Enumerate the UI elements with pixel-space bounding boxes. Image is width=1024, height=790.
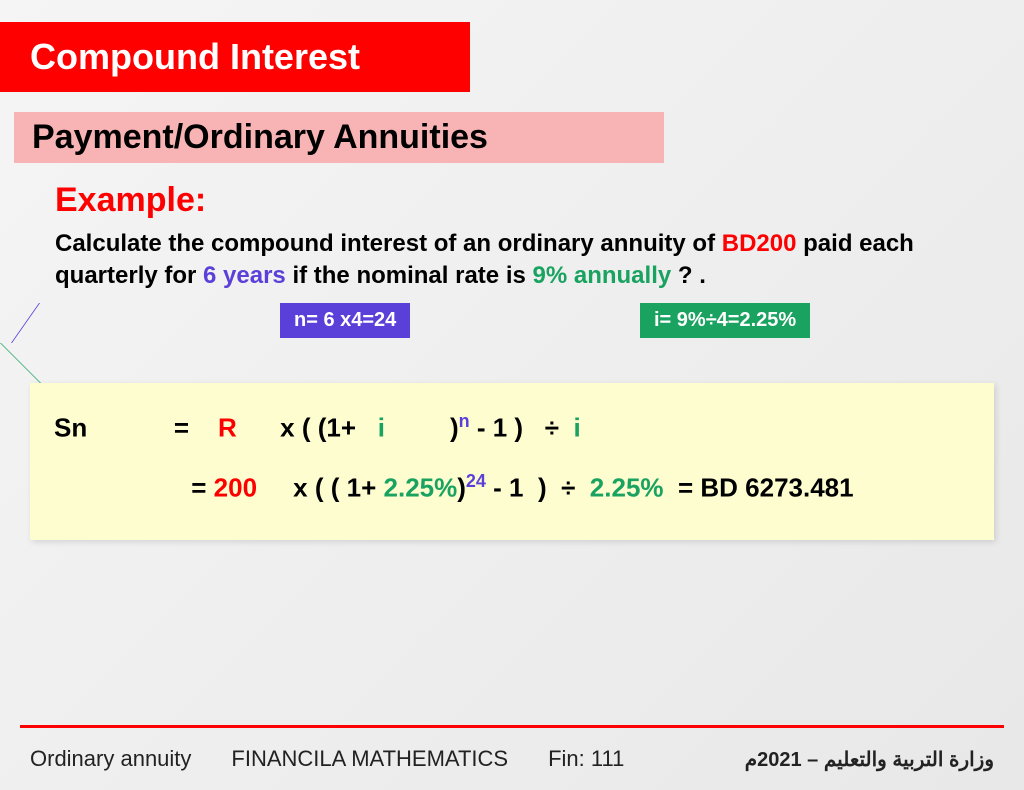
callout-i: i= 9%÷4=2.25% [640,303,810,338]
footer-divider [20,725,1004,728]
formula-line-2: = 200 x ( ( 1+ 2.25%)24 - 1 ) ÷ 2.25% = … [54,471,970,504]
footer-fin: Fin: 111 [548,746,624,772]
problem-part: Calculate the compound interest of an or… [55,230,722,257]
minus-one-div-2: - 1 ) ÷ [486,473,590,503]
problem-part: if the nominal rate is [286,262,533,289]
var-i: i [378,412,385,442]
sn-label: Sn [54,412,87,442]
formula-box: Sn = R x ( (1+ i )n - 1 ) ÷ i = 200 x ( … [30,383,994,540]
example-label: Example: [55,181,1024,220]
minus-one-div: - 1 ) ÷ [470,412,574,442]
subtitle-bar: Payment/Ordinary Annuities [14,112,664,163]
formula-line-1: Sn = R x ( (1+ i )n - 1 ) ÷ i [54,411,970,444]
paren-close: ) [450,412,459,442]
result-value: = BD 6273.481 [664,473,854,503]
equals-2: = [191,473,213,503]
times-open-2: x ( [257,473,331,503]
paren-close-2: ) [457,473,466,503]
val-pct-2: 2.25% [590,473,664,503]
val-pct: 2.25% [384,473,458,503]
footer-left: Ordinary annuity [30,746,191,772]
one-plus-2: 1+ [339,473,383,503]
var-i-2: i [573,412,580,442]
exp-n: n [459,411,470,431]
footer: Ordinary annuity FINANCILA MATHEMATICS F… [0,746,1024,772]
pointer-line-n [0,303,40,343]
problem-years: 6 years [203,262,286,289]
callout-n: n= 6 x4=24 [280,303,410,338]
problem-rate: 9% annually [533,262,672,289]
var-R: R [218,412,237,442]
equals: = [174,412,189,442]
val-200: 200 [214,473,257,503]
footer-mid: FINANCILA MATHEMATICS [231,746,508,772]
page-title: Compound Interest [30,36,360,77]
one-plus: 1+ [326,412,377,442]
page-subtitle: Payment/Ordinary Annuities [32,118,488,156]
callouts-region: n= 6 x4=24 i= 9%÷4=2.25% [0,303,1024,383]
times-open: x ( [280,412,318,442]
problem-part: ? . [671,262,706,289]
problem-amount: BD200 [722,230,797,257]
problem-text: Calculate the compound interest of an or… [55,228,984,293]
title-bar: Compound Interest [0,22,470,92]
exp-24: 24 [466,471,486,491]
pointer-line-i [0,343,100,383]
